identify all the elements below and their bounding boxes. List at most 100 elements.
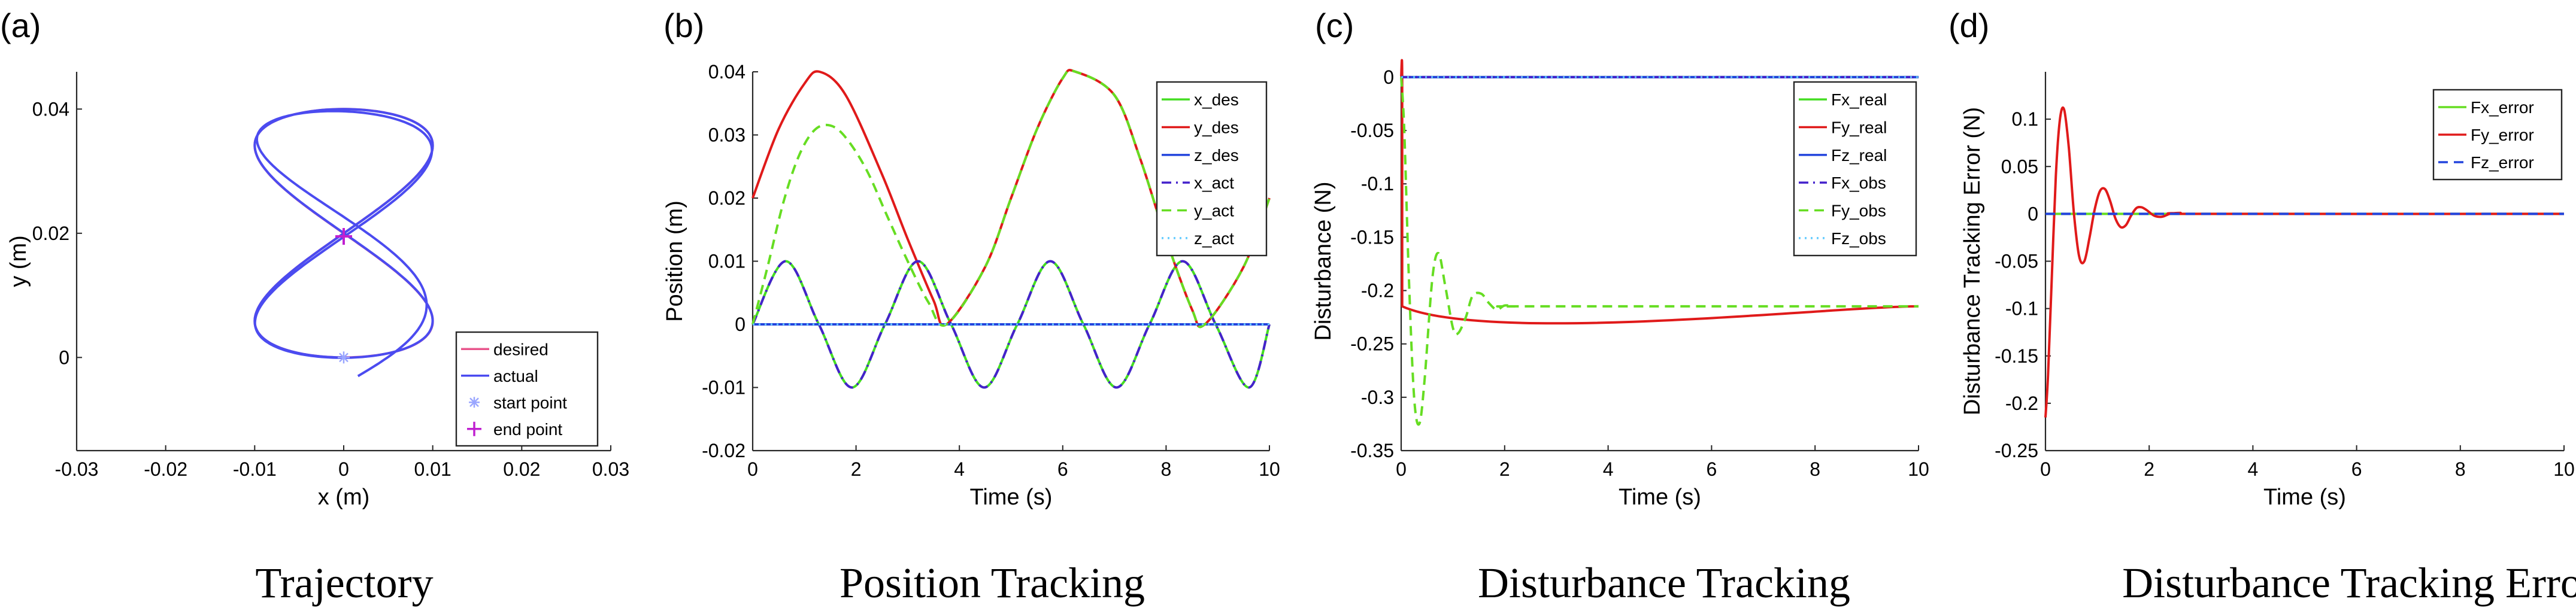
series-line-fy-real bbox=[1400, 59, 1919, 325]
series-line-y-act bbox=[751, 69, 1271, 329]
y-tick-label: 0.05 bbox=[2001, 156, 2038, 177]
panel-label-c: (c) bbox=[1315, 7, 1354, 44]
x-tick-label: -0.02 bbox=[144, 458, 187, 480]
legend-label: Fx_real bbox=[1831, 90, 1887, 109]
x-tick-label: 4 bbox=[954, 458, 965, 480]
y-tick-label: 0 bbox=[735, 314, 745, 335]
x-tick-label: 6 bbox=[2351, 458, 2362, 480]
plot-area bbox=[253, 108, 434, 378]
legend-label: x_act bbox=[1194, 174, 1234, 192]
legend-label: start point bbox=[493, 393, 567, 412]
legend-label: Fy_obs bbox=[1831, 202, 1886, 220]
x-tick-label: -0.01 bbox=[233, 458, 277, 480]
legend-label: y_des bbox=[1194, 118, 1239, 137]
y-tick-label: -0.15 bbox=[1995, 345, 2038, 367]
x-tick-label: 4 bbox=[1603, 458, 1614, 480]
legend-item-fx-real: Fx_real bbox=[1799, 90, 1887, 109]
chart-panel-disturbance-tracking-error: 0 2 4 6 8 10 -0.25 -0.2 -0.15 -0.1 -0.05 0 0.05 0.1 Ti… bbox=[1960, 72, 2575, 510]
panel-label-a: (a) bbox=[0, 7, 41, 44]
legend-item-start-point: start point bbox=[469, 393, 567, 412]
axes-b: 0 2 4 6 8 10 -0.02 -0.01 0 0.01 0.02 0.03 0.04 Time (… bbox=[662, 61, 1280, 510]
legend-label: y_act bbox=[1194, 202, 1234, 220]
y-axis-title: Disturbance (N) bbox=[1311, 181, 1336, 341]
x-tick-label: 6 bbox=[1057, 458, 1068, 480]
y-tick-label: -0.1 bbox=[1361, 173, 1394, 194]
y-tick-label: -0.2 bbox=[2005, 393, 2038, 414]
series-line-y-des bbox=[751, 69, 1271, 329]
caption-position-tracking: Position Tracking bbox=[840, 559, 1145, 607]
x-tick-label: 8 bbox=[2455, 458, 2466, 480]
x-tick-label: 4 bbox=[2248, 458, 2259, 480]
y-tick-label: -0.02 bbox=[702, 440, 745, 461]
legend-label: actual bbox=[493, 367, 538, 385]
legend-item-fz-obs: Fz_obs bbox=[1799, 229, 1886, 248]
legend-item-x-des: x_des bbox=[1162, 90, 1239, 109]
legend-item-y-act: y_act bbox=[1162, 202, 1234, 220]
chart-panel-disturbance-tracking: 0 2 4 6 8 10 -0.35 -0.3 -0.25 -0.2 -0.15 -0.1 -0.05 0… bbox=[1311, 59, 1929, 510]
chart-panel-trajectory: -0.03 -0.02 -0.01 0 0.01 0.02 0.03 0 0.02 0.04 x (… bbox=[6, 72, 629, 510]
legend: Fx_real Fy_real Fz_real Fx_obs Fy_obs Fz_obs bbox=[1793, 81, 1917, 257]
legend-item-y-des: y_des bbox=[1162, 118, 1239, 137]
y-tick-label: 0.02 bbox=[32, 223, 69, 244]
y-axis-title: Disturbance Tracking Error (N) bbox=[1960, 107, 1985, 415]
x-axis-title: Time (s) bbox=[1619, 485, 1701, 510]
legend-item-end-point: end point bbox=[467, 420, 562, 439]
legend-item-actual: actual bbox=[461, 367, 538, 385]
y-tick-label: -0.01 bbox=[702, 377, 745, 399]
x-tick-label: 0.02 bbox=[503, 458, 540, 480]
legend: Fx_error Fy_error Fz_error bbox=[2432, 89, 2563, 181]
legend-label: x_des bbox=[1194, 90, 1239, 109]
x-axis-title: x (m) bbox=[318, 485, 370, 510]
caption-trajectory: Trajectory bbox=[255, 559, 433, 607]
y-tick-label: -0.05 bbox=[1350, 120, 1394, 141]
legend-label: desired bbox=[493, 340, 548, 358]
x-tick-label: 8 bbox=[1810, 458, 1820, 480]
y-tick-label: 0.03 bbox=[708, 124, 745, 146]
y-tick-label: -0.1 bbox=[2005, 298, 2038, 320]
y-tick-label: 0 bbox=[1383, 66, 1394, 88]
legend-item-desired: desired bbox=[461, 340, 548, 358]
legend-label: Fz_error bbox=[2471, 153, 2534, 172]
x-tick-label: 10 bbox=[2553, 458, 2575, 480]
legend-label: Fx_obs bbox=[1831, 174, 1886, 192]
legend-swatch bbox=[469, 397, 479, 408]
y-tick-label: -0.05 bbox=[1995, 251, 2038, 272]
plot-area bbox=[751, 69, 1271, 389]
y-axis-title: Position (m) bbox=[662, 200, 687, 322]
plot-area bbox=[2044, 106, 2565, 418]
legend-box bbox=[455, 331, 599, 447]
marker-end-point bbox=[335, 227, 352, 245]
x-tick-label: 10 bbox=[1908, 458, 1929, 480]
x-tick-label: 0 bbox=[1396, 458, 1407, 480]
x-tick-label: 0 bbox=[338, 458, 349, 480]
legend-item-fx-obs: Fx_obs bbox=[1799, 174, 1886, 192]
x-tick-label: 0 bbox=[747, 458, 758, 480]
series-line-fy-obs bbox=[1400, 77, 1919, 426]
x-tick-label: -0.03 bbox=[55, 458, 99, 480]
legend-label: z_des bbox=[1194, 146, 1239, 165]
legend-label: Fx_error bbox=[2471, 98, 2534, 117]
legend-label: Fy_real bbox=[1831, 118, 1887, 137]
axes-d: 0 2 4 6 8 10 -0.25 -0.2 -0.15 -0.1 -0.05 0 0.05 0.1 Ti… bbox=[1960, 72, 2575, 510]
panel-label-d: (d) bbox=[1948, 7, 1989, 44]
x-tick-label: 6 bbox=[1707, 458, 1717, 480]
legend-item-z-act: z_act bbox=[1162, 229, 1234, 248]
legend-item-z-des: z_des bbox=[1162, 146, 1239, 165]
legend-label: Fz_obs bbox=[1831, 229, 1886, 248]
x-tick-label: 8 bbox=[1161, 458, 1172, 480]
legend-label: Fz_real bbox=[1831, 146, 1887, 165]
y-tick-label: 0 bbox=[59, 346, 69, 368]
plot-area bbox=[1400, 59, 1919, 426]
y-tick-label: -0.25 bbox=[1350, 333, 1394, 355]
legend-item-fx-error: Fx_error bbox=[2438, 98, 2534, 117]
legend-item-fy-error: Fy_error bbox=[2438, 126, 2534, 144]
legend-item-fy-obs: Fy_obs bbox=[1799, 202, 1886, 220]
caption-disturbance-tracking-error: Disturbance Tracking Error bbox=[2122, 559, 2576, 607]
legend-label: end point bbox=[493, 420, 562, 439]
y-tick-label: -0.3 bbox=[1361, 387, 1394, 408]
legend-label: Fy_error bbox=[2471, 126, 2534, 144]
y-tick-label: 0.02 bbox=[708, 187, 745, 209]
y-axis-title: y (m) bbox=[6, 235, 31, 287]
x-tick-label: 0.03 bbox=[592, 458, 629, 480]
